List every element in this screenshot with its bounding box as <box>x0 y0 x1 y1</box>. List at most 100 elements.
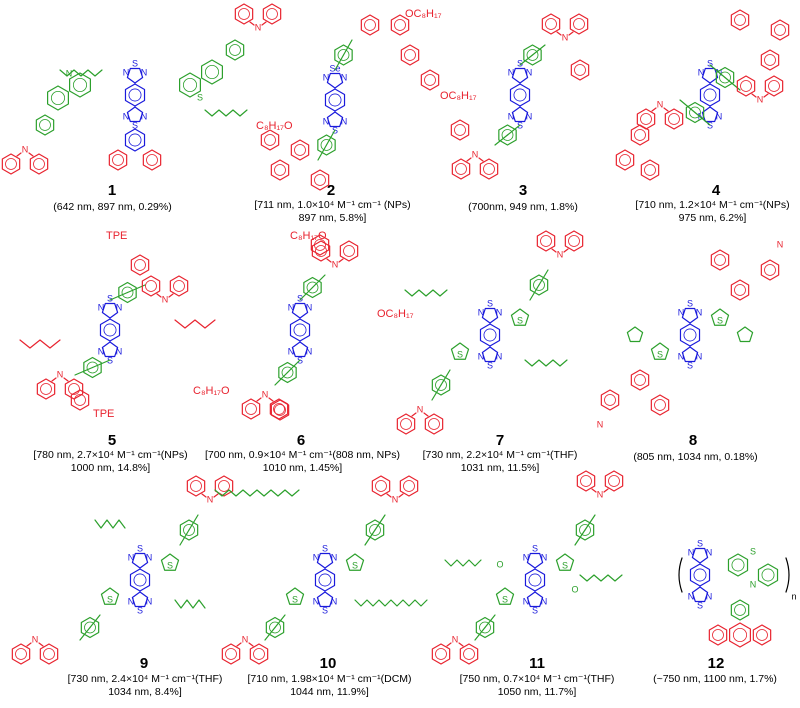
c12-atom-n: N <box>706 547 713 557</box>
c1-atom-n-left: N <box>66 68 73 78</box>
c3-naphthyl-bottom-bond <box>478 157 484 162</box>
compound-number-8: 8 <box>688 432 698 449</box>
c3-atom-n: N <box>508 67 515 77</box>
compound-number-1: 1 <box>107 182 117 199</box>
c7-tpa-right-bond <box>551 248 557 253</box>
c3-bridge-top-bond <box>531 44 546 56</box>
c3-bridge-top-ring-aromatic <box>526 49 539 61</box>
c9-tpa-left-phenyl-b-aromatic <box>43 648 55 660</box>
c1-tpa-left-phenyl-a-aromatic <box>5 158 17 170</box>
c7-tpa-left-phenyl-a-aromatic <box>400 418 412 430</box>
tpe-label-top: TPE <box>106 230 128 242</box>
c8-atom-s: S <box>687 360 693 370</box>
c11-tpa-left-phenyl-b <box>459 643 479 665</box>
c5-tpa-right-bond <box>156 293 162 298</box>
c4-tpe-bot-a <box>630 124 650 146</box>
c11-tpa-left-phenyl-a <box>431 643 451 665</box>
c3-atom-n: N <box>526 111 533 121</box>
c1-tpa-left-bond <box>16 152 22 157</box>
c1-phenothiazine-right-b <box>201 59 223 85</box>
c5-tpa-left-phenyl-a-aromatic <box>40 383 52 395</box>
caption-8: (805 nm, 1034 nm, 0.18%) <box>613 451 778 464</box>
c8-thiophene-right-ring <box>710 308 730 326</box>
c11-thiadiazole-top <box>526 552 544 569</box>
c6-tpa-bottom-bond <box>268 397 274 402</box>
c11-bridge-left-bond <box>484 614 496 629</box>
c7-bridge-right-ring <box>529 274 549 296</box>
c4-atom-n: N <box>716 111 723 121</box>
c12-anthracene-a-aromatic <box>733 628 748 643</box>
caption-7-line-1: [730 nm, 2.2×10⁴ M⁻¹ cm⁻¹(THF) <box>422 449 578 461</box>
c10-tpa-right-atom-n: N <box>392 494 399 504</box>
c9-atom-n: N <box>128 596 135 606</box>
compound-number-3: 3 <box>518 182 528 199</box>
c11-bridge-right-ring-aromatic <box>579 524 591 536</box>
c8-atom-n: N <box>696 351 703 361</box>
c8-central-ring <box>679 323 701 347</box>
c10-tpa-right-bond <box>398 493 404 498</box>
c6-tpa-top-atom-n: N <box>332 259 339 269</box>
c9-thiophene-right-atom-s: S <box>167 560 173 570</box>
c5-styryl-top-aromatic <box>134 259 146 271</box>
c11-tpa-left-phenyl-b-aromatic <box>463 648 475 660</box>
c8-central-ring-aromatic <box>683 328 697 342</box>
c7-tpa-right-phenyl-a <box>536 230 556 252</box>
c1-phenyl-right-aromatic <box>146 154 158 166</box>
c2-tpe-bot-c-aromatic <box>264 134 276 146</box>
c5-tpa-left-bond <box>63 377 69 382</box>
compound-number-5: 5 <box>107 432 117 449</box>
c12-repeat-n: n <box>791 591 796 601</box>
c8-tpe-left-c-aromatic <box>654 399 666 411</box>
c11-tpa-right-phenyl-b-aromatic <box>608 475 620 487</box>
c9-atom-n: N <box>146 596 153 606</box>
oc8h17-label-6a: C₈H₁₇O <box>290 230 327 242</box>
c11-atom-s: S <box>532 605 538 615</box>
c7-bridge-left-ring-aromatic <box>435 379 447 391</box>
c8-tpe-left-b-aromatic <box>604 394 616 406</box>
c4-tpe-bot-a-aromatic <box>634 129 646 141</box>
c6-thiadiazole-bottom <box>291 341 309 358</box>
c11-thiadiazole-bottom <box>526 591 544 608</box>
caption-9-line-1: [730 nm, 2.4×10⁴ M⁻¹ cm⁻¹(THF) <box>67 673 223 685</box>
c4-atom-s: S <box>707 58 713 68</box>
c6-tpa-top-phenyl-b <box>339 240 359 262</box>
c8-tpe-left-a-aromatic <box>634 374 646 386</box>
c5-styryl-bottom <box>70 389 90 411</box>
c3-naphthyl-bottom-phenyl-a-aromatic <box>455 163 467 175</box>
c5-tpa-right-atom-n: N <box>162 294 169 304</box>
c11-atom-n: N <box>541 552 548 562</box>
c1-atom-s: S <box>132 120 138 130</box>
c1-phenyl-left-aromatic <box>112 154 124 166</box>
c1-atom-s: S <box>132 58 138 68</box>
c10-tpa-right-phenyl-b-aromatic <box>403 480 415 492</box>
c12-phenyl-bridge <box>730 599 750 621</box>
c4-tpe-bot-b <box>615 149 635 171</box>
c8-tpe-right-c-aromatic <box>714 254 726 266</box>
caption-2: [711 nm, 1.0×10⁴ M⁻¹ cm⁻¹ (NPs) 897 nm, … <box>240 199 425 225</box>
c1-phenyl-left-bridge <box>35 114 55 136</box>
c9-bridge-left-ring-aromatic <box>84 621 96 634</box>
c10-bridge-right-ring-aromatic <box>369 524 381 536</box>
c2-tpe-top-c-aromatic <box>404 49 416 61</box>
oc8h17-label-6b: OC₈H₁₇ <box>377 308 414 320</box>
caption-9-line-2: 1034 nm, 8.4%] <box>108 686 182 698</box>
caption-11: [750 nm, 0.7×10⁴ M⁻¹ cm⁻¹(THF) 1050 nm, … <box>442 673 632 699</box>
c7-atom-n: N <box>496 307 503 317</box>
c1-phenyl-left <box>108 149 128 171</box>
c5-tpa-left-phenyl-b <box>64 378 84 400</box>
c4-atom-n: N <box>698 111 705 121</box>
c9-thiophene-left-ring <box>100 587 120 605</box>
oc8h17-label-2a: OC₈H₁₇ <box>405 8 442 20</box>
c8-thiophene-left-atom-s: S <box>657 349 663 359</box>
c5-tpa-right-phenyl-a-aromatic <box>145 280 157 292</box>
c6-tpa-top-bond <box>326 258 332 263</box>
c2-bridge-top-ring-aromatic <box>337 49 350 61</box>
c8-tpe-left-c <box>650 394 670 416</box>
c1-tpa-left-phenyl-b-aromatic <box>33 158 45 170</box>
caption-3: (700nm, 949 nm, 1.8%) <box>443 201 603 214</box>
c10-central-ring <box>314 568 336 592</box>
c3-naphthyl-top-phenyl-a-aromatic <box>545 18 557 30</box>
c12-phenyl-left-aromatic <box>712 629 724 641</box>
c3-bridge-top-ring <box>523 44 542 66</box>
caption-9: [730 nm, 2.4×10⁴ M⁻¹ cm⁻¹(THF) 1034 nm, … <box>50 673 240 699</box>
